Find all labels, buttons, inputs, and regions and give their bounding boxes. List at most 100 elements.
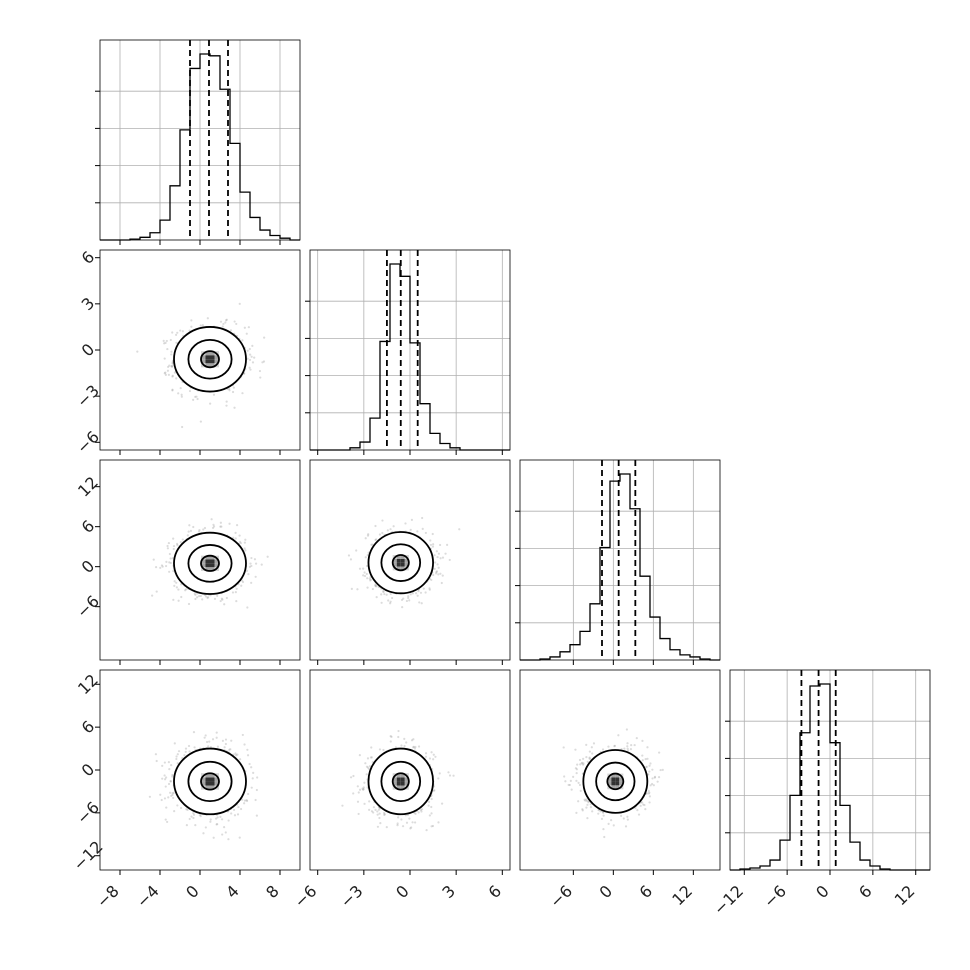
scatter-point [427, 800, 431, 804]
scatter-point [224, 831, 227, 834]
density-cell [205, 563, 210, 568]
scatter-point [172, 598, 175, 601]
scatter-point [432, 753, 435, 756]
scatter-panel-3-1 [309, 669, 511, 871]
scatter-point [349, 776, 353, 779]
scatter-point [175, 586, 178, 589]
scatter-point [160, 798, 163, 802]
scatter-point [433, 789, 436, 792]
contour-level [187, 338, 233, 380]
density-cell [404, 562, 409, 567]
scatter-point [173, 584, 176, 588]
scatter-point [179, 540, 182, 544]
scatter-point [650, 782, 654, 786]
scatter-point [431, 532, 434, 536]
scatter-point [254, 562, 258, 565]
scatter-point [349, 558, 353, 561]
scatter-point [357, 791, 360, 794]
scatter-point [438, 543, 442, 547]
scatter-point [429, 539, 432, 542]
scatter-point [430, 797, 433, 801]
panel-content [151, 518, 269, 609]
scatter-point [641, 759, 644, 762]
scatter-point [247, 572, 250, 576]
density-cell [210, 567, 215, 571]
scatter-point [439, 572, 442, 575]
scatter-point [574, 748, 577, 751]
scatter-point [577, 800, 580, 803]
scatter-point [171, 364, 174, 367]
density-cell [396, 566, 401, 571]
scatter-point [612, 824, 615, 827]
density-cell [396, 781, 401, 786]
density-cell [214, 777, 219, 782]
scatter-point [441, 574, 444, 577]
scatter-point [177, 588, 180, 591]
scatter-point [166, 820, 169, 824]
scatter-point [161, 764, 164, 767]
scatter-point [380, 593, 383, 596]
scatter-point [374, 584, 377, 587]
scatter-point [584, 799, 587, 802]
scatter-point [243, 743, 246, 746]
density-cell [400, 777, 405, 782]
scatter-point [392, 525, 395, 528]
scatter-point [356, 588, 359, 591]
histogram-panel-1 [305, 249, 511, 451]
scatter-point [211, 526, 215, 529]
scatter-point [266, 555, 269, 558]
scatter-point [187, 744, 191, 748]
scatter-point [170, 350, 173, 353]
scatter-point [228, 387, 231, 390]
scatter-point [446, 543, 449, 546]
scatter-panel-1-0 [99, 249, 301, 451]
scatter-point [378, 812, 381, 815]
scatter-point [159, 793, 162, 796]
scatter-point [389, 592, 392, 595]
scatter-point [224, 742, 227, 746]
scatter-point [221, 739, 224, 742]
scatter-point [428, 588, 431, 591]
scatter-point [366, 553, 369, 557]
density-cell [210, 781, 215, 786]
density-cell [205, 359, 210, 364]
density-cell [210, 559, 215, 564]
scatter-point [262, 360, 266, 363]
scatter-point [357, 812, 360, 816]
contour-level [200, 350, 220, 369]
density-cell [205, 555, 210, 560]
scatter-point [225, 318, 228, 321]
density-cell [396, 555, 401, 559]
scatter-point [171, 362, 174, 365]
scatter-point [420, 808, 424, 811]
scatter-point [410, 518, 414, 521]
scatter-point [246, 357, 249, 360]
scatter-point [411, 592, 414, 595]
scatter-point [238, 540, 242, 543]
histogram-panel-2 [515, 459, 721, 661]
histogram-step-line [100, 53, 300, 241]
scatter-point [586, 760, 589, 763]
scatter-point [452, 774, 455, 777]
scatter-point [254, 798, 257, 802]
scatter-point [374, 808, 377, 811]
scatter-point [172, 537, 175, 540]
scatter-point [167, 796, 170, 799]
scatter-point [418, 601, 421, 604]
scatter-point [413, 747, 416, 750]
scatter-point [385, 826, 388, 829]
scatter-point [394, 746, 397, 749]
scatter-point [171, 792, 174, 795]
scatter-point [647, 792, 651, 795]
contour-level [367, 747, 434, 816]
scatter-point [194, 597, 197, 601]
scatter-point [198, 814, 201, 817]
scatter-point [168, 570, 171, 573]
scatter-point [403, 737, 406, 740]
scatter-point [230, 812, 233, 815]
scatter-point [189, 529, 193, 533]
scatter-point [245, 569, 249, 572]
scatter-point [363, 802, 366, 805]
scatter-point [219, 320, 223, 323]
scatter-point [419, 591, 423, 594]
